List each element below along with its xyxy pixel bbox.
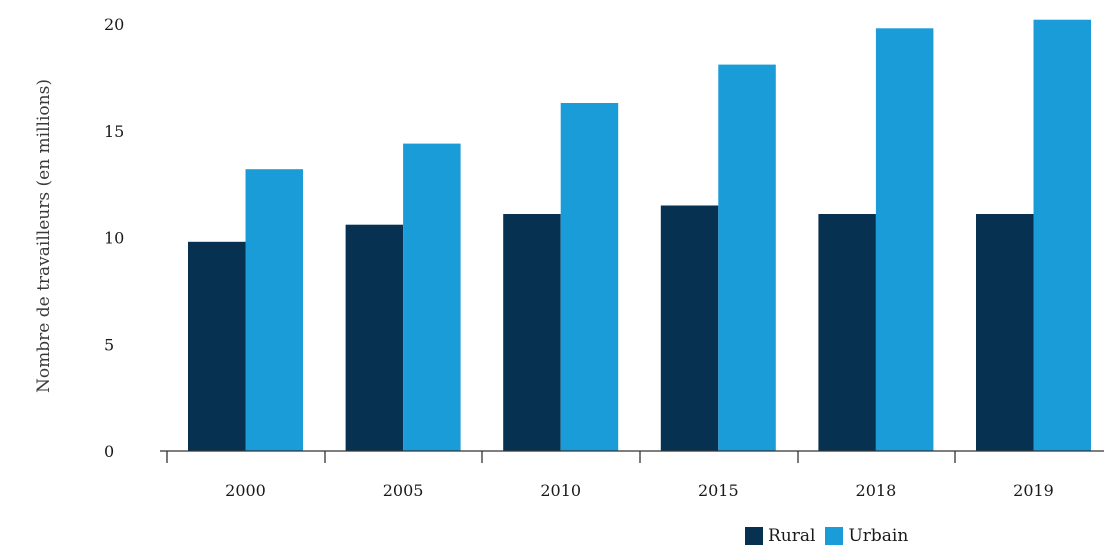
- bar-urbain-2005: [403, 143, 461, 451]
- x-tick-label-2010: 2010: [540, 481, 581, 500]
- x-tick-labels: 2000 2005 2010 2015 2018 2019: [225, 481, 1054, 500]
- x-tick-label-2019: 2019: [1013, 481, 1054, 500]
- y-tick-label-5: 5: [104, 335, 114, 354]
- bar-rural-2019: [976, 214, 1034, 451]
- y-tick-label-20: 20: [104, 15, 124, 34]
- legend-swatch-urbain: [825, 527, 844, 545]
- bar-rural-2000: [188, 241, 246, 451]
- legend-swatch-rural: [745, 527, 763, 545]
- bar-urbain-2015: [718, 64, 776, 451]
- legend-item-rural: Rural: [745, 526, 815, 546]
- bar-urbain-2000: [245, 169, 303, 451]
- bar-rural-2015: [660, 205, 719, 451]
- legend-label-rural: Rural: [768, 526, 816, 546]
- x-tick-label-2000: 2000: [225, 481, 266, 500]
- y-tick-label-0: 0: [104, 442, 114, 461]
- y-tick-label-15: 15: [104, 122, 124, 141]
- bar-urbain-2010: [560, 103, 619, 451]
- x-ticks: [166, 451, 956, 463]
- bar-rural-2018: [818, 214, 876, 451]
- y-tick-labels: 0 5 10 15 20: [104, 15, 124, 461]
- bar-rural-2010: [503, 214, 561, 451]
- bars-group: [188, 19, 1091, 452]
- x-tick-label-2015: 2015: [698, 481, 739, 500]
- bar-urbain-2018: [875, 28, 934, 452]
- y-axis-title: Nombre de travailleurs (en millions): [34, 79, 54, 393]
- x-tick-label-2018: 2018: [856, 481, 897, 500]
- legend: Rural Urbain: [745, 526, 918, 546]
- legend-item-urbain: Urbain: [825, 526, 908, 546]
- x-tick-label-2005: 2005: [383, 481, 424, 500]
- bar-rural-2005: [345, 224, 404, 451]
- y-tick-label-10: 10: [104, 229, 124, 248]
- legend-label-urbain: Urbain: [848, 526, 909, 546]
- bar-urbain-2019: [1033, 19, 1091, 451]
